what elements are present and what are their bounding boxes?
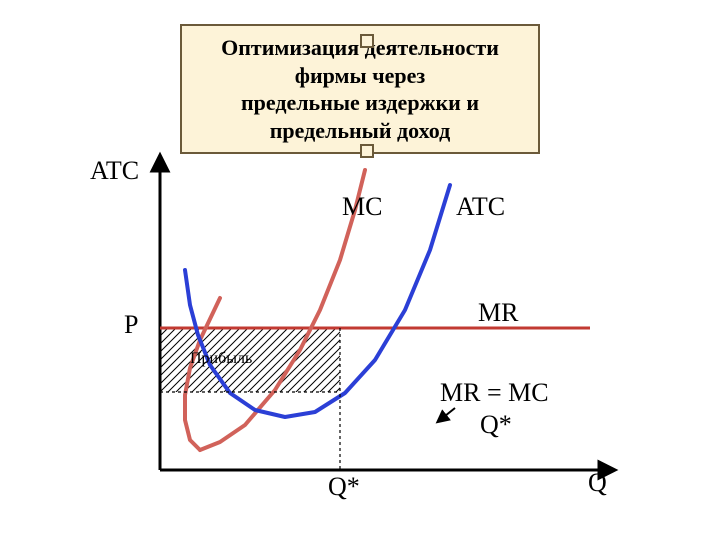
cost-curves-chart: ATC MC ATC MR P Прибыль MR = MC Q* Q* Q [90,150,650,520]
y-axis-label: ATC [90,156,139,186]
price-label: P [124,310,138,340]
title-line2: предельные издержки и предельный доход [210,89,510,144]
equation-line2: Q* [480,410,512,440]
atc-label: ATC [456,192,505,222]
mr-label: MR [478,298,518,328]
mc-label: MC [342,192,382,222]
x-axis-label: Q [588,468,607,498]
equation-line1: MR = MC [440,378,549,408]
equation-arrow [440,408,455,420]
title-plaque: Оптимизация деятельности фирмы через пре… [180,24,540,154]
profit-label: Прибыль [190,350,252,368]
title-line1: Оптимизация деятельности фирмы через [210,34,510,89]
qstar-label: Q* [328,472,360,502]
